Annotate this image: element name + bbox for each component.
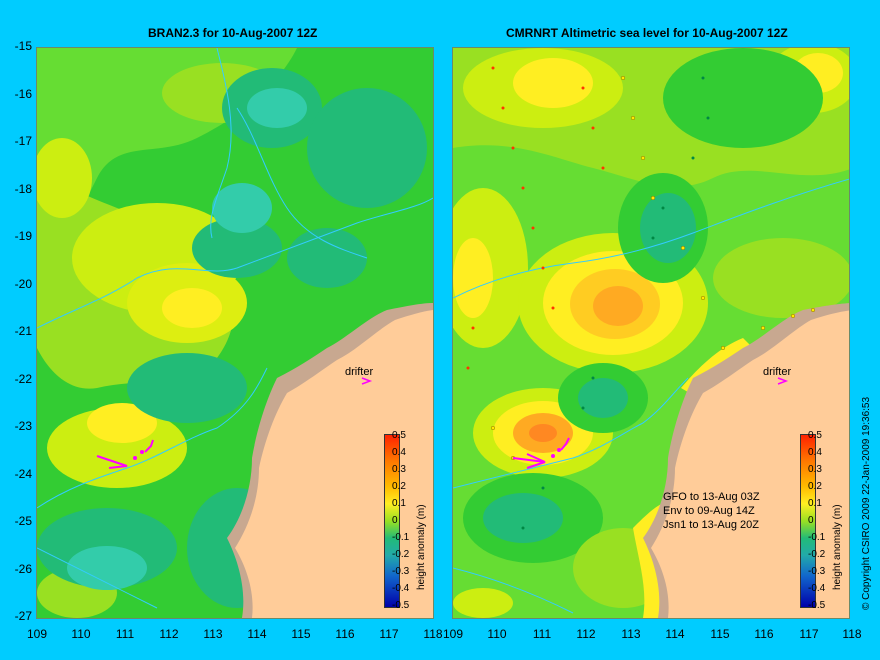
- y-tick-label: -24: [14, 467, 32, 481]
- legend-entry-jsn1: Jsn1 to 13-Aug 20Z: [663, 519, 760, 531]
- colorbar-tick: 0.2: [392, 481, 406, 492]
- left-drifter-label: drifter: [345, 366, 374, 378]
- x-tick-label: 110: [487, 627, 507, 641]
- colorbar-tick: 0.2: [808, 481, 822, 492]
- colorbar-tick: -0.5: [808, 600, 826, 611]
- x-tick-label: 117: [799, 627, 819, 641]
- y-tick-label: -27: [14, 609, 32, 623]
- copyright-text: © Copyright CSIRO 2009 22-Jan-2009 19:36…: [861, 396, 872, 610]
- colorbar-tick: -0.2: [392, 549, 410, 560]
- x-tick-label: 109: [26, 627, 48, 641]
- colorbar-tick: -0.4: [808, 583, 826, 594]
- legend-entry-env: Env to 09-Aug 14Z: [663, 505, 755, 517]
- colorbar-tick: 0.4: [808, 447, 822, 458]
- y-tick-label: -20: [14, 277, 32, 291]
- colorbar-tick: 0.3: [808, 464, 822, 475]
- colorbar-tick: 0.1: [808, 498, 822, 509]
- y-tick-label: -16: [14, 87, 32, 101]
- colorbar-tick: 0.5: [808, 430, 822, 441]
- x-tick-label: 116: [335, 627, 355, 641]
- x-tick-label: 116: [754, 627, 774, 641]
- x-tick-label: 112: [159, 627, 179, 641]
- colorbar-tick: 0.4: [392, 447, 406, 458]
- colorbar-tick: 0: [392, 515, 398, 526]
- colorbar-tick: -0.1: [808, 532, 826, 543]
- y-tick-label: -25: [14, 514, 32, 528]
- left-map-panel: [36, 47, 434, 619]
- right-map-svg: [453, 48, 849, 618]
- right-colorbar-gradient: [800, 434, 816, 608]
- y-tick-label: -17: [14, 134, 32, 148]
- y-tick-label: -23: [14, 419, 32, 433]
- y-tick-label: -21: [14, 324, 32, 338]
- colorbar-tick: -0.3: [392, 566, 410, 577]
- y-tick-label: -15: [14, 39, 32, 53]
- x-tick-label: 118: [842, 627, 862, 641]
- left-panel-title: BRAN2.3 for 10-Aug-2007 12Z: [148, 26, 318, 40]
- colorbar-tick: 0.1: [392, 498, 406, 509]
- colorbar-tick: -0.1: [392, 532, 410, 543]
- colorbar-tick: -0.3: [808, 566, 826, 577]
- x-tick-label: 110: [71, 627, 91, 641]
- legend-entry-gfo: GFO to 13-Aug 03Z: [663, 491, 760, 503]
- x-tick-label: 113: [621, 627, 641, 641]
- colorbar-tick: 0.3: [392, 464, 406, 475]
- x-tick-label: 115: [291, 627, 311, 641]
- right-drifter-label: drifter: [763, 366, 792, 378]
- x-tick-label: 111: [115, 627, 135, 641]
- left-colorbar-gradient: [384, 434, 400, 608]
- right-colorbar-title: height anomaly (m): [832, 504, 843, 590]
- colorbar-tick: -0.2: [808, 549, 826, 560]
- x-tick-label: 111: [532, 627, 552, 641]
- colorbar-tick: -0.5: [392, 600, 410, 611]
- x-tick-label: 112: [576, 627, 596, 641]
- colorbar-tick: 0.5: [392, 430, 406, 441]
- x-tick-label: 117: [379, 627, 399, 641]
- x-tick-label: 109: [442, 627, 464, 641]
- x-tick-label: 115: [710, 627, 730, 641]
- right-map-panel: [452, 47, 850, 619]
- x-tick-label: 114: [665, 627, 685, 641]
- left-colorbar-title: height anomaly (m): [416, 504, 427, 590]
- left-map-svg: [37, 48, 433, 618]
- colorbar-tick: 0: [808, 515, 814, 526]
- y-tick-label: -19: [14, 229, 32, 243]
- y-tick-label: -18: [14, 182, 32, 196]
- x-tick-label: 118: [423, 627, 443, 641]
- y-tick-label: -22: [14, 372, 32, 386]
- y-tick-label: -26: [14, 562, 32, 576]
- right-panel-title: CMRNRT Altimetric sea level for 10-Aug-2…: [506, 26, 788, 40]
- x-tick-label: 113: [203, 627, 223, 641]
- x-tick-label: 114: [247, 627, 267, 641]
- colorbar-tick: -0.4: [392, 583, 410, 594]
